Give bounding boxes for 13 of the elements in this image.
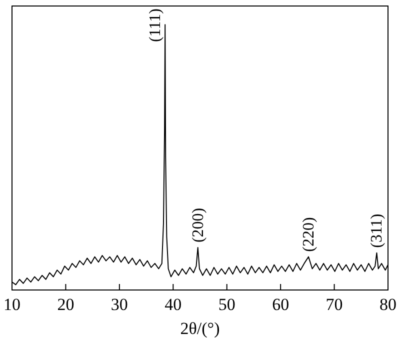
annotation: (311)	[368, 214, 386, 248]
x-axis-title: 2θ/(°)	[180, 319, 220, 338]
x-tick-label: 80	[380, 295, 396, 314]
x-tick-label: 40	[164, 295, 182, 314]
x-tick-label: 60	[272, 295, 290, 314]
annotation: (220)	[300, 217, 318, 252]
x-tick-label: 50	[218, 295, 236, 314]
x-tick-label: 10	[4, 295, 20, 314]
x-tick-label: 20	[57, 295, 74, 314]
x-tick-label: 70	[326, 295, 343, 314]
annotation: (200)	[190, 208, 207, 243]
x-tick-label: 30	[110, 295, 128, 314]
annotation: (111)	[147, 8, 164, 42]
